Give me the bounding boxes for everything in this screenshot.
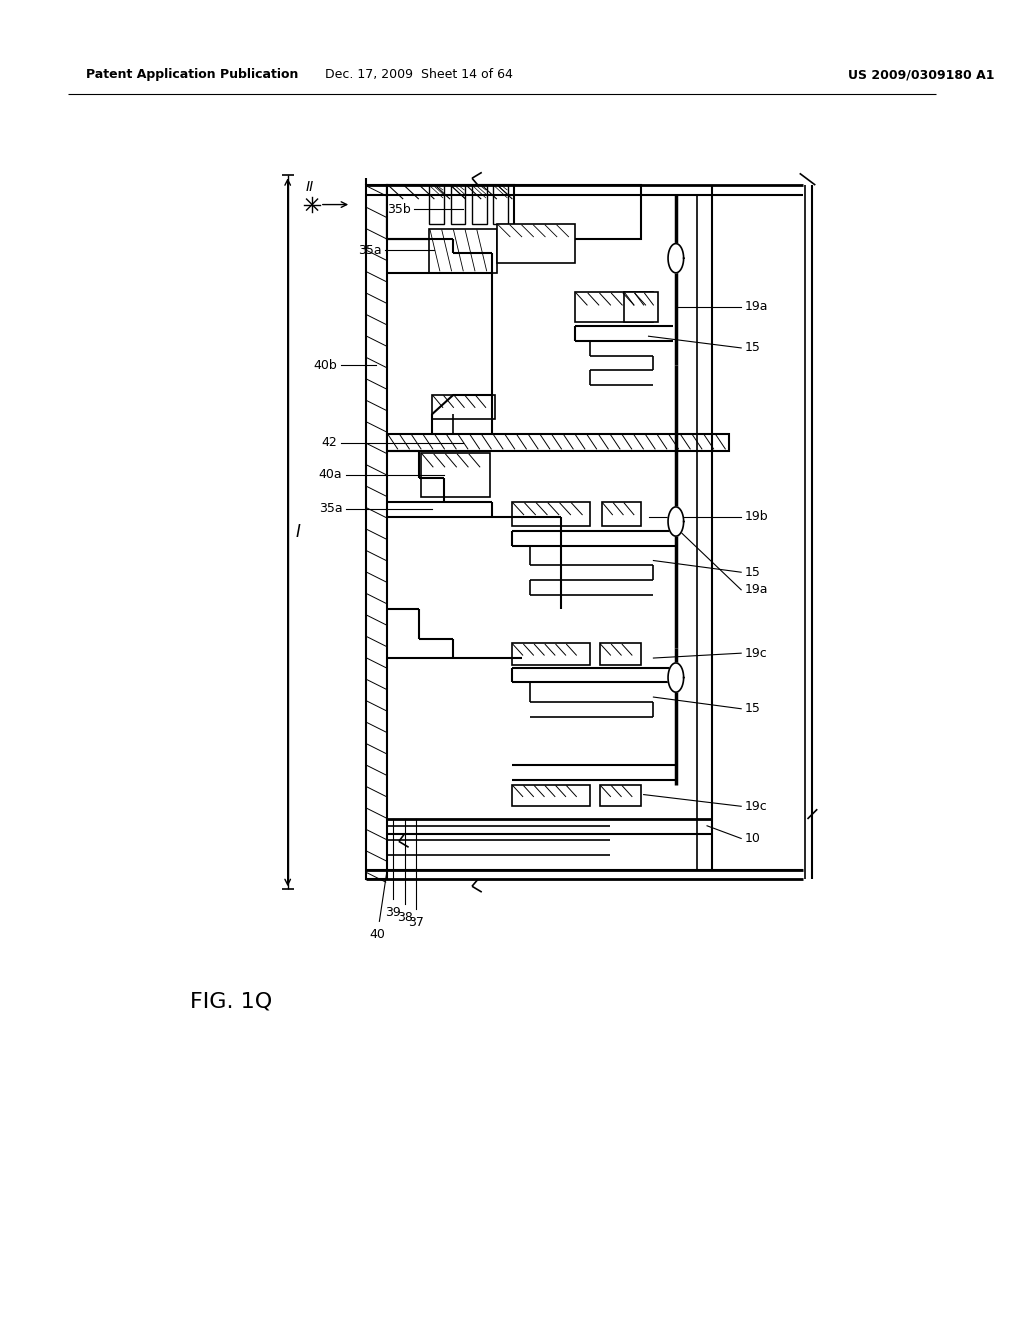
Text: 19a: 19a: [745, 583, 769, 597]
Polygon shape: [429, 228, 498, 273]
Polygon shape: [600, 785, 641, 807]
Text: 38: 38: [396, 911, 413, 924]
Text: 37: 37: [409, 916, 424, 928]
Text: Patent Application Publication: Patent Application Publication: [86, 69, 298, 82]
Text: 19c: 19c: [745, 647, 768, 660]
Polygon shape: [602, 502, 641, 527]
Polygon shape: [432, 395, 496, 420]
Polygon shape: [498, 224, 575, 263]
Text: Dec. 17, 2009  Sheet 14 of 64: Dec. 17, 2009 Sheet 14 of 64: [326, 69, 513, 82]
Text: 35b: 35b: [387, 203, 411, 216]
Text: 15: 15: [745, 702, 761, 715]
Polygon shape: [668, 663, 684, 692]
Text: 40: 40: [370, 928, 385, 941]
Text: 35a: 35a: [357, 244, 381, 257]
Text: 42: 42: [322, 436, 338, 449]
Polygon shape: [512, 785, 590, 807]
Polygon shape: [494, 185, 508, 224]
Text: 40b: 40b: [313, 359, 338, 372]
Text: 19c: 19c: [745, 800, 768, 813]
Polygon shape: [421, 453, 489, 498]
Polygon shape: [451, 185, 465, 224]
Text: 10: 10: [745, 832, 761, 845]
Text: 19a: 19a: [745, 301, 769, 313]
Text: 39: 39: [385, 906, 400, 919]
Polygon shape: [575, 292, 653, 322]
Polygon shape: [387, 185, 641, 239]
Polygon shape: [512, 502, 590, 527]
Polygon shape: [429, 185, 443, 224]
Polygon shape: [472, 185, 486, 224]
Polygon shape: [366, 185, 387, 879]
Polygon shape: [668, 507, 684, 536]
Polygon shape: [668, 244, 684, 273]
Polygon shape: [387, 434, 728, 451]
Text: 15: 15: [745, 566, 761, 578]
Text: 19b: 19b: [745, 510, 769, 523]
Text: II: II: [306, 180, 314, 194]
Polygon shape: [387, 185, 514, 239]
Text: I: I: [296, 523, 300, 541]
Text: 35a: 35a: [318, 503, 342, 515]
Text: 40a: 40a: [318, 469, 342, 482]
Text: US 2009/0309180 A1: US 2009/0309180 A1: [849, 69, 995, 82]
Text: FIG. 1Q: FIG. 1Q: [190, 991, 272, 1011]
Polygon shape: [512, 643, 590, 665]
Text: 15: 15: [745, 342, 761, 355]
Polygon shape: [625, 292, 658, 322]
Polygon shape: [600, 643, 641, 665]
